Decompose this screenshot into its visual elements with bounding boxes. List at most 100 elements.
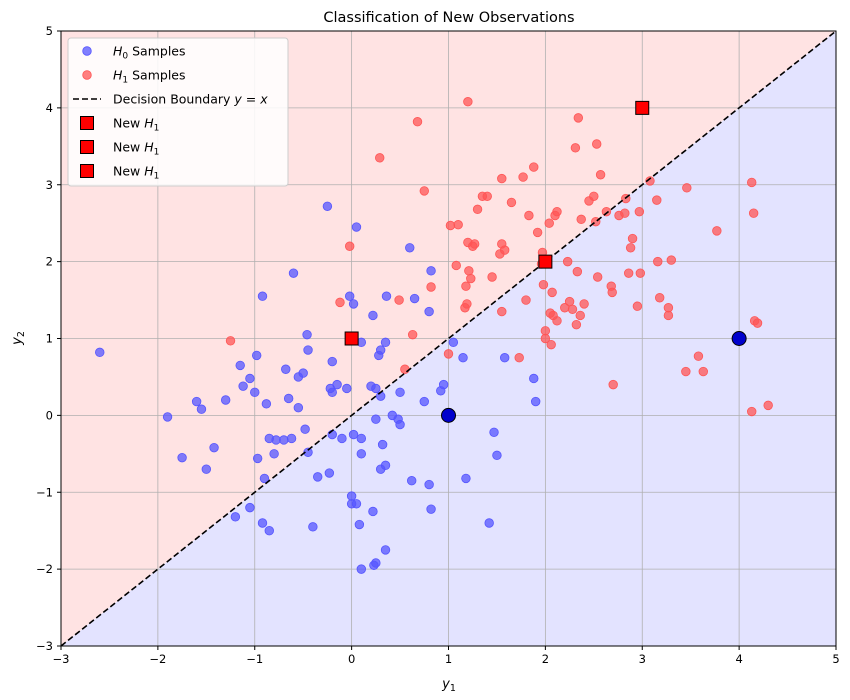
h0-point [302, 329, 312, 340]
h0-point [332, 379, 342, 390]
h1-point [375, 153, 385, 163]
h0-point [327, 387, 337, 398]
h0-point [354, 519, 365, 530]
legend-label: H0 Samples [113, 44, 186, 62]
h0-point [251, 350, 262, 361]
h0-point [235, 360, 245, 371]
h0-point [271, 435, 281, 445]
h1-point [445, 220, 456, 231]
y-tick-label: −2 [36, 562, 53, 576]
h1-point [562, 256, 573, 267]
h1-point [634, 206, 645, 217]
h0-point [529, 373, 539, 384]
h1-point [547, 287, 557, 298]
h1-point [497, 173, 507, 184]
h1-point [681, 366, 691, 377]
h1-point [635, 268, 646, 278]
h1-point [394, 295, 404, 305]
h0-point [351, 499, 362, 509]
h1-point [344, 241, 355, 251]
h1-point [482, 191, 492, 201]
h0-point [196, 404, 207, 414]
h1-point [529, 162, 539, 172]
h1-point [453, 220, 463, 230]
h1-point [540, 333, 551, 344]
h1-point [426, 282, 436, 292]
h1-point [462, 299, 472, 309]
h1-point [464, 266, 474, 276]
h1-point [521, 295, 531, 305]
new-h1-marker [635, 100, 650, 115]
chart-title: Classification of New Observations [323, 10, 574, 26]
h1-point [419, 186, 429, 196]
h1-point [601, 206, 612, 217]
new-observations [344, 100, 747, 423]
h1-point [487, 272, 497, 282]
h1-point [589, 191, 599, 201]
h1-point [592, 139, 602, 149]
h0-point [356, 433, 367, 444]
h1-point [592, 272, 603, 282]
h0-point [264, 525, 274, 536]
h1-point [451, 260, 461, 271]
y-tick-label: −3 [36, 639, 53, 653]
x-tick-label: −1 [246, 652, 263, 666]
legend-marker [82, 70, 92, 80]
legend-box [67, 37, 289, 187]
h0-point [308, 522, 318, 532]
h1-point [463, 97, 473, 107]
h0-point [368, 506, 378, 517]
h0-point [313, 472, 323, 482]
h0-point [337, 433, 347, 444]
h1-point [538, 279, 549, 290]
h1-point [625, 243, 636, 253]
legend-marker [80, 116, 94, 130]
h0-point [238, 381, 248, 391]
h1-point [579, 299, 589, 309]
h1-point [752, 318, 763, 328]
h1-point [514, 353, 524, 363]
h0-point [344, 291, 355, 301]
h1-point [747, 177, 757, 188]
h0-point [377, 439, 388, 450]
h0-point [300, 424, 310, 434]
legend-item: New H1 [80, 140, 159, 158]
new-h0-marker [441, 407, 456, 423]
h1-point [567, 304, 578, 314]
h0-point [327, 356, 337, 367]
h1-point [653, 256, 663, 267]
h1-point [400, 364, 410, 374]
h0-point [245, 373, 255, 384]
h0-point [346, 491, 357, 501]
x-tick-label: 2 [542, 652, 549, 666]
h0-point [288, 268, 299, 278]
h0-point [489, 427, 499, 437]
h1-point [575, 310, 585, 321]
h0-point [95, 347, 105, 358]
h0-point [461, 473, 471, 484]
h1-point [652, 195, 662, 205]
h0-point [368, 310, 378, 321]
h0-point [375, 345, 386, 355]
h1-point [466, 273, 476, 284]
h1-point [532, 227, 543, 238]
h1-point [763, 400, 773, 411]
h1-point [654, 293, 665, 303]
h1-point [443, 349, 454, 359]
legend-label: New H1 [113, 140, 159, 158]
h0-point [201, 464, 212, 474]
h0-point [279, 435, 289, 445]
h0-point [257, 518, 268, 528]
h1-point [469, 239, 480, 249]
h0-point [405, 243, 415, 253]
h0-point [250, 387, 260, 398]
h1-point [666, 255, 677, 265]
h1-point [608, 379, 618, 390]
h0-point [298, 368, 308, 378]
y-tick-label: 1 [46, 332, 53, 346]
legend-marker [82, 46, 92, 56]
h0-point [348, 429, 359, 440]
h1-point [748, 208, 759, 218]
x-tick-label: −2 [149, 652, 166, 666]
